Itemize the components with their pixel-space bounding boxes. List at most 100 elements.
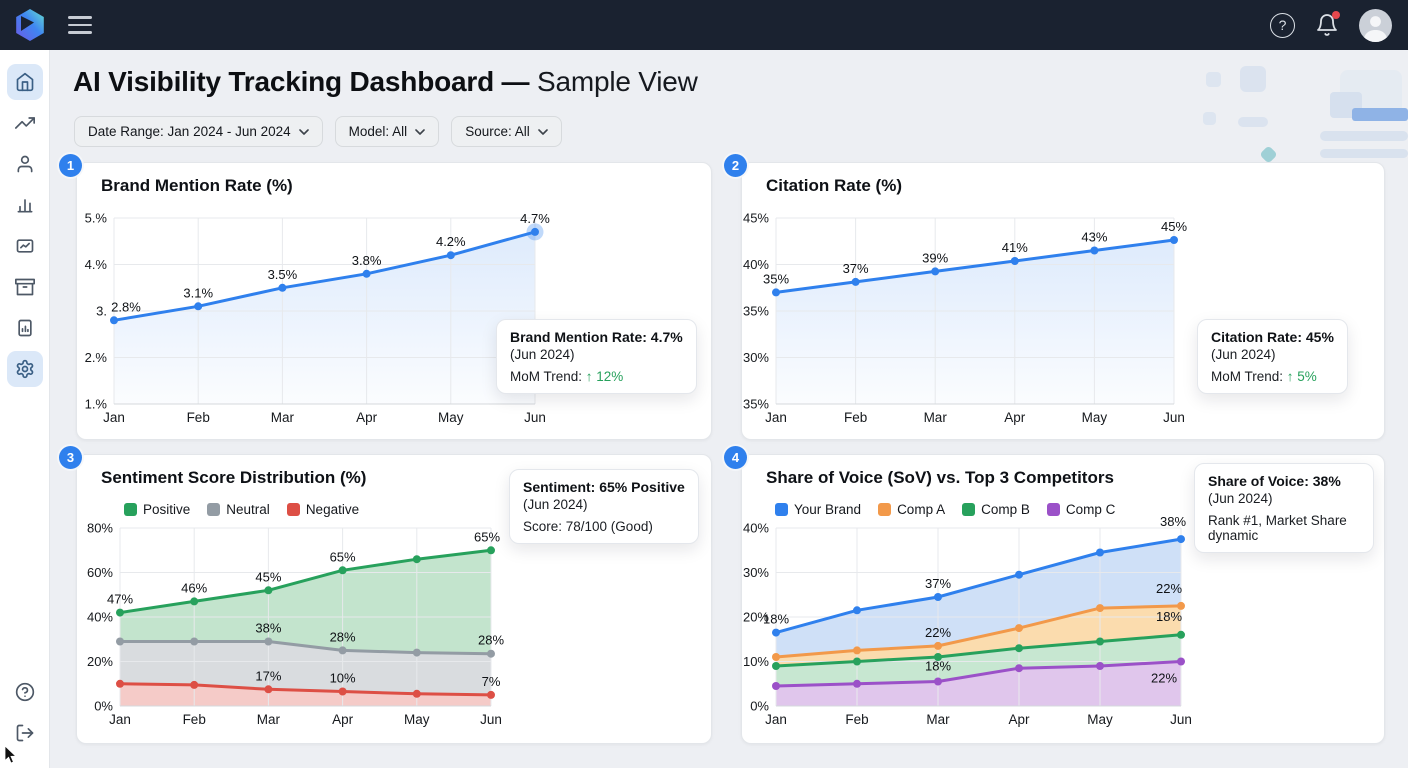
decor-bar <box>1352 108 1408 121</box>
svg-text:18%: 18% <box>1156 609 1182 624</box>
page-title-regular: Sample View <box>536 66 698 97</box>
sidebar-item-media-chart[interactable] <box>7 228 43 264</box>
report-doc-icon <box>17 319 32 337</box>
model-filter[interactable]: Model: All <box>334 116 440 147</box>
legend-label: Your Brand <box>794 502 862 517</box>
tooltip-detail: Score: 78/100 (Good) <box>523 519 685 534</box>
legend-label: Negative <box>305 502 360 517</box>
svg-text:1.%: 1.% <box>85 397 108 412</box>
svg-text:40%: 40% <box>743 521 769 536</box>
tooltip-detail-label: MoM Trend: <box>510 369 586 384</box>
tooltip-title: Citation Rate: 45% <box>1211 329 1334 345</box>
sidebar-item-trending[interactable] <box>7 105 43 141</box>
svg-text:28%: 28% <box>330 629 356 644</box>
svg-text:22%: 22% <box>1151 671 1177 686</box>
legend-item-your-brand[interactable]: Your Brand <box>775 502 861 517</box>
sidebar-item-help[interactable] <box>7 674 43 710</box>
decor-square <box>1240 66 1266 92</box>
user-avatar-button[interactable] <box>1359 8 1392 42</box>
svg-text:Apr: Apr <box>356 410 378 425</box>
date-range-filter[interactable]: Date Range: Jan 2024 - Jun 2024 <box>74 116 323 147</box>
help-button[interactable]: ? <box>1270 12 1295 38</box>
brand-mention-rate-chart[interactable]: 5.% 4.% 3. 2.% 1.%Jan Feb Mar Apr May Jun 2.8% 3.1%… <box>77 163 711 439</box>
svg-text:Feb: Feb <box>187 410 210 425</box>
tooltip-title: Share of Voice: 38% <box>1208 473 1341 489</box>
chart-title: Brand Mention Rate (%) <box>101 176 293 195</box>
legend-swatch <box>207 503 221 516</box>
legend-item-positive[interactable]: Positive <box>124 502 190 517</box>
decor-square <box>1203 112 1216 125</box>
svg-text:Jun: Jun <box>1170 712 1192 727</box>
page-title-bold: AI Visibility Tracking Dashboard — <box>73 66 530 97</box>
svg-text:35%: 35% <box>743 397 769 412</box>
chart-title: Share of Voice (SoV) vs. Top 3 Competito… <box>766 468 1114 487</box>
svg-text:Jan: Jan <box>109 712 131 727</box>
decor-square <box>1206 72 1221 87</box>
notifications-button[interactable] <box>1315 11 1340 37</box>
legend-item-comp-a[interactable]: Comp A <box>878 502 945 517</box>
svg-text:18%: 18% <box>925 659 951 674</box>
svg-text:Apr: Apr <box>1008 712 1030 727</box>
share-of-voice-chart[interactable]: 40% 30% 20% 10% 0%Jan Feb Mar Apr May Jun 18% 37% 38… <box>742 455 1384 743</box>
sidebar-item-audience[interactable] <box>7 146 43 182</box>
app-logo[interactable] <box>13 8 47 42</box>
svg-text:46%: 46% <box>181 580 207 595</box>
svg-text:10%: 10% <box>743 654 769 669</box>
sidebar-item-home[interactable] <box>6 64 43 100</box>
legend-swatch <box>962 503 976 516</box>
svg-text:Mar: Mar <box>924 410 948 425</box>
card-citation-rate: 2 Citation Rate (%) 45% 40% 35% 30% 35% Jan Fe… <box>724 154 1385 440</box>
svg-text:17%: 17% <box>255 668 281 683</box>
card-share-of-voice: 4 Share of Voice (SoV) vs. Top 3 Competi… <box>724 446 1385 744</box>
chevron-down-icon <box>415 128 425 135</box>
tooltip-title: Sentiment: 65% Positive <box>523 479 685 495</box>
tooltip-trend-value: ↑ 5% <box>1286 369 1317 384</box>
card-number-badge: 2 <box>724 154 747 177</box>
svg-text:Jan: Jan <box>765 712 787 727</box>
sidebar-item-archive[interactable] <box>7 269 43 305</box>
decor-bar <box>1320 149 1408 158</box>
svg-text:47%: 47% <box>107 592 133 607</box>
logo-hexagon-icon <box>16 9 44 41</box>
sidebar-item-logout[interactable] <box>7 715 43 751</box>
svg-text:May: May <box>1087 712 1113 727</box>
svg-text:40%: 40% <box>743 257 769 272</box>
legend-swatch <box>878 503 892 516</box>
sidebar <box>0 50 50 768</box>
svg-text:45%: 45% <box>1161 219 1187 234</box>
svg-text:May: May <box>1082 410 1108 425</box>
page-title: AI Visibility Tracking Dashboard — Sampl… <box>73 66 698 98</box>
legend-item-comp-c[interactable]: Comp C <box>1046 502 1115 517</box>
person-icon <box>1363 15 1388 42</box>
svg-text:43%: 43% <box>1081 230 1107 245</box>
legend-label: Neutral <box>226 502 270 517</box>
source-filter[interactable]: Source: All <box>451 116 562 147</box>
sidebar-item-bar-chart[interactable] <box>7 187 43 223</box>
chart-title: Citation Rate (%) <box>766 176 902 195</box>
legend-item-negative[interactable]: Negative <box>286 502 360 517</box>
svg-text:18%: 18% <box>763 612 789 627</box>
svg-text:May: May <box>438 410 464 425</box>
legend-item-neutral[interactable]: Neutral <box>207 502 270 517</box>
svg-text:Jun: Jun <box>524 410 546 425</box>
card-number-badge: 1 <box>59 154 82 177</box>
bar-chart-icon <box>17 199 32 213</box>
tooltip-trend-value: ↑ 12% <box>585 369 624 384</box>
card-number-badge: 3 <box>59 446 82 469</box>
svg-text:7%: 7% <box>482 674 501 689</box>
chevron-down-icon <box>298 128 309 135</box>
menu-button[interactable] <box>68 16 92 34</box>
sidebar-item-settings[interactable] <box>6 351 43 387</box>
sidebar-item-report[interactable] <box>7 310 43 346</box>
svg-text:3.1%: 3.1% <box>183 285 213 300</box>
citation-rate-chart[interactable]: 45%40%35%30%35%Jan Feb Mar Apr May Jun35%37%3… <box>742 163 1384 439</box>
legend-item-comp-b[interactable]: Comp B <box>962 502 1030 517</box>
svg-text:Apr: Apr <box>1004 410 1026 425</box>
legend-label: Comp B <box>981 502 1030 517</box>
svg-text:3.5%: 3.5% <box>268 267 298 282</box>
model-filter-label: Model: All <box>348 124 408 139</box>
sentiment-distribution-chart[interactable]: 80% 60% 40% 20% 0%Jan Feb Mar Apr May Jun 47% 46% 45… <box>77 455 711 743</box>
chart-legend: Positive Neutral Negative <box>124 502 359 517</box>
svg-text:35%: 35% <box>743 304 769 319</box>
svg-text:45%: 45% <box>255 569 281 584</box>
